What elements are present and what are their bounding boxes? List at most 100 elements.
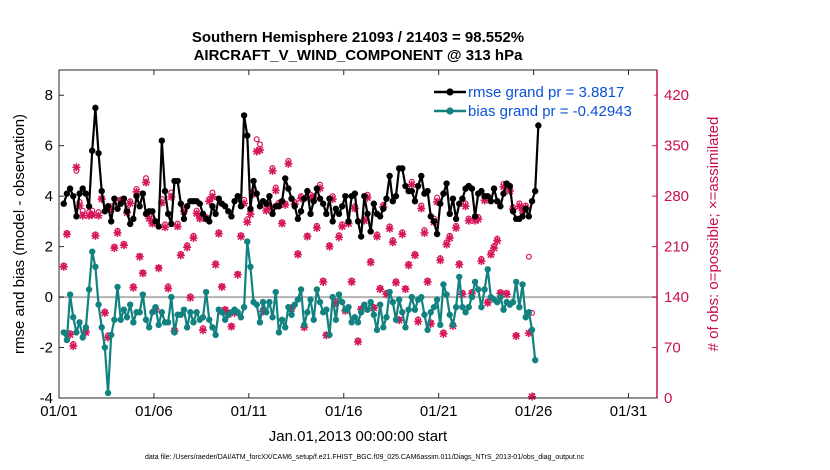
obs-assimilated-marker (490, 244, 499, 253)
obs-assimilated-marker (278, 219, 287, 228)
bias-point (288, 311, 295, 318)
obs-assimilated-marker (255, 146, 264, 155)
obs-assimilated-marker (376, 285, 385, 294)
obs-assimilated-marker (116, 196, 125, 205)
rmse-point (63, 190, 71, 197)
bias-point (459, 303, 466, 311)
rmse-point (60, 200, 67, 207)
legend-bias-label: bias grand pr = -0.42943 (468, 103, 632, 120)
rmse-point (117, 200, 124, 207)
bias-point (209, 324, 216, 331)
rmse-point (471, 213, 479, 220)
y-right-tick-label: 0 (664, 390, 672, 407)
bias-point (329, 293, 336, 301)
rmse-point (354, 218, 362, 225)
bias-point (307, 296, 314, 303)
obs-assimilated-marker (189, 233, 198, 242)
x-tick-label: 01/16 (325, 403, 363, 420)
rmse-point (161, 187, 169, 195)
rmse-point (437, 200, 444, 207)
rmse-point (199, 210, 207, 218)
obs-assimilated-marker (157, 198, 166, 207)
obs-assimilated-marker (69, 342, 78, 351)
obs-assimilated-marker (129, 283, 138, 292)
bias-point (418, 293, 425, 301)
y-right-tick-label: 70 (664, 340, 681, 357)
rmse-point (319, 200, 327, 207)
obs-assimilated-marker (281, 200, 290, 209)
obs-assimilated-marker (252, 147, 261, 156)
bias-point (272, 288, 279, 296)
legend-rmse-label: rmse grand pr = 3.8817 (468, 84, 624, 101)
bias-point (240, 303, 248, 311)
rmse-point (364, 210, 371, 218)
bias-point (269, 314, 276, 321)
bias-point (481, 286, 488, 293)
bias-point (202, 288, 210, 296)
bias-point (433, 296, 441, 303)
rmse-point (304, 187, 311, 195)
rmse-point (411, 198, 419, 205)
y-left-axis-label: rmse and bias (model - observation) (11, 114, 28, 354)
bias-point (171, 329, 178, 336)
rmse-point (427, 213, 434, 220)
obs-assimilated-marker (436, 256, 445, 265)
obs-assimilated-marker (363, 193, 372, 202)
bias-point (218, 309, 226, 316)
y-left-tick-label: 2 (45, 239, 53, 256)
rmse-point (452, 215, 460, 223)
bias-point (123, 314, 131, 321)
bias-point (177, 311, 185, 318)
rmse-point (174, 177, 181, 185)
bias-point (89, 248, 96, 255)
obs-assimilated-marker (208, 192, 217, 201)
obs-assimilated-marker (211, 260, 220, 269)
bias-point (76, 319, 83, 326)
bias-point (440, 281, 447, 288)
rmse-point (370, 200, 378, 207)
bias-point (316, 298, 324, 306)
obs-assimilated-marker (183, 243, 192, 252)
bias-point (149, 309, 156, 316)
obs-assimilated-marker (486, 250, 495, 259)
rmse-point (92, 104, 99, 112)
rmse-point (206, 218, 213, 225)
bias-point (180, 306, 188, 313)
obs-assimilated-marker (233, 270, 242, 279)
rmse-point (335, 210, 343, 218)
obs-assimilated-marker (414, 317, 423, 326)
obs-assimilated-marker (236, 232, 245, 241)
x-tick-label: 01/31 (610, 403, 648, 420)
obs-assimilated-marker (426, 319, 435, 328)
rmse-point (231, 198, 238, 205)
obs-assimilated-marker (325, 242, 334, 251)
bias-point (478, 303, 485, 311)
bias-point (294, 296, 302, 303)
bias-point (380, 324, 387, 331)
rmse-point (95, 150, 102, 157)
bias-point (136, 309, 143, 316)
rmse-point (114, 205, 121, 212)
obs-assimilated-marker (221, 306, 230, 315)
bias-point (348, 319, 355, 326)
obs-assimilated-marker (388, 238, 397, 247)
bias-point (373, 326, 381, 334)
obs-assimilated-marker (97, 195, 106, 204)
y-right-axis-label: # of obs: o=possible; ×=assimilated (705, 117, 722, 352)
rmse-point (234, 192, 241, 200)
obs-assimilated-marker (354, 337, 362, 346)
rmse-point (528, 198, 536, 205)
bias-point (525, 309, 533, 316)
obs-assimilated-marker (119, 241, 128, 250)
bias-point (244, 238, 251, 245)
bias-point (528, 326, 536, 334)
rmse-point (250, 177, 257, 185)
rmse-point (244, 132, 251, 139)
rmse-point (120, 195, 128, 202)
obs-assimilated-marker (423, 277, 432, 286)
rmse-point (89, 147, 96, 154)
rmse-point (525, 213, 533, 220)
rmse-point (433, 230, 441, 238)
rmse-point (108, 218, 115, 225)
